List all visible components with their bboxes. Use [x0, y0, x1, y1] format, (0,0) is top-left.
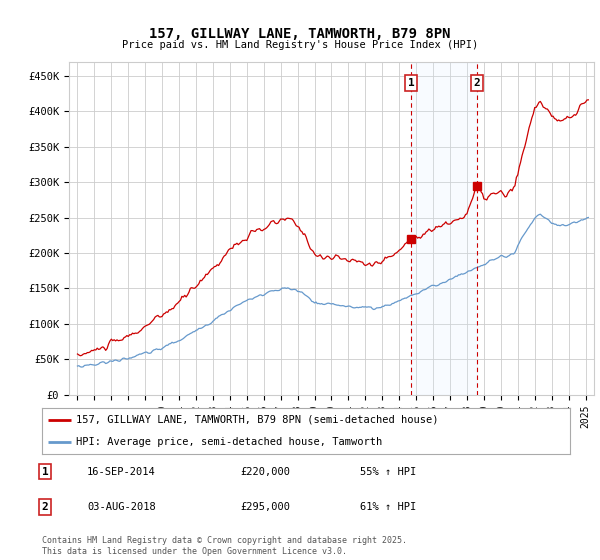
Text: HPI: Average price, semi-detached house, Tamworth: HPI: Average price, semi-detached house,… [76, 437, 383, 447]
Text: 157, GILLWAY LANE, TAMWORTH, B79 8PN (semi-detached house): 157, GILLWAY LANE, TAMWORTH, B79 8PN (se… [76, 414, 439, 424]
Bar [411, 62, 477, 395]
Text: 2: 2 [473, 78, 480, 88]
Text: 2: 2 [41, 502, 49, 512]
Text: 157, GILLWAY LANE, TAMWORTH, B79 8PN: 157, GILLWAY LANE, TAMWORTH, B79 8PN [149, 27, 451, 41]
Text: 55% ↑ HPI: 55% ↑ HPI [360, 466, 416, 477]
Text: Contains HM Land Registry data © Crown copyright and database right 2025.
This d: Contains HM Land Registry data © Crown c… [42, 536, 407, 556]
Text: £220,000: £220,000 [240, 466, 290, 477]
Text: 16-SEP-2014: 16-SEP-2014 [87, 466, 156, 477]
Text: 61% ↑ HPI: 61% ↑ HPI [360, 502, 416, 512]
Text: 03-AUG-2018: 03-AUG-2018 [87, 502, 156, 512]
Text: Price paid vs. HM Land Registry's House Price Index (HPI): Price paid vs. HM Land Registry's House … [122, 40, 478, 50]
Text: 1: 1 [408, 78, 415, 88]
Text: £295,000: £295,000 [240, 502, 290, 512]
Text: 1: 1 [41, 466, 49, 477]
